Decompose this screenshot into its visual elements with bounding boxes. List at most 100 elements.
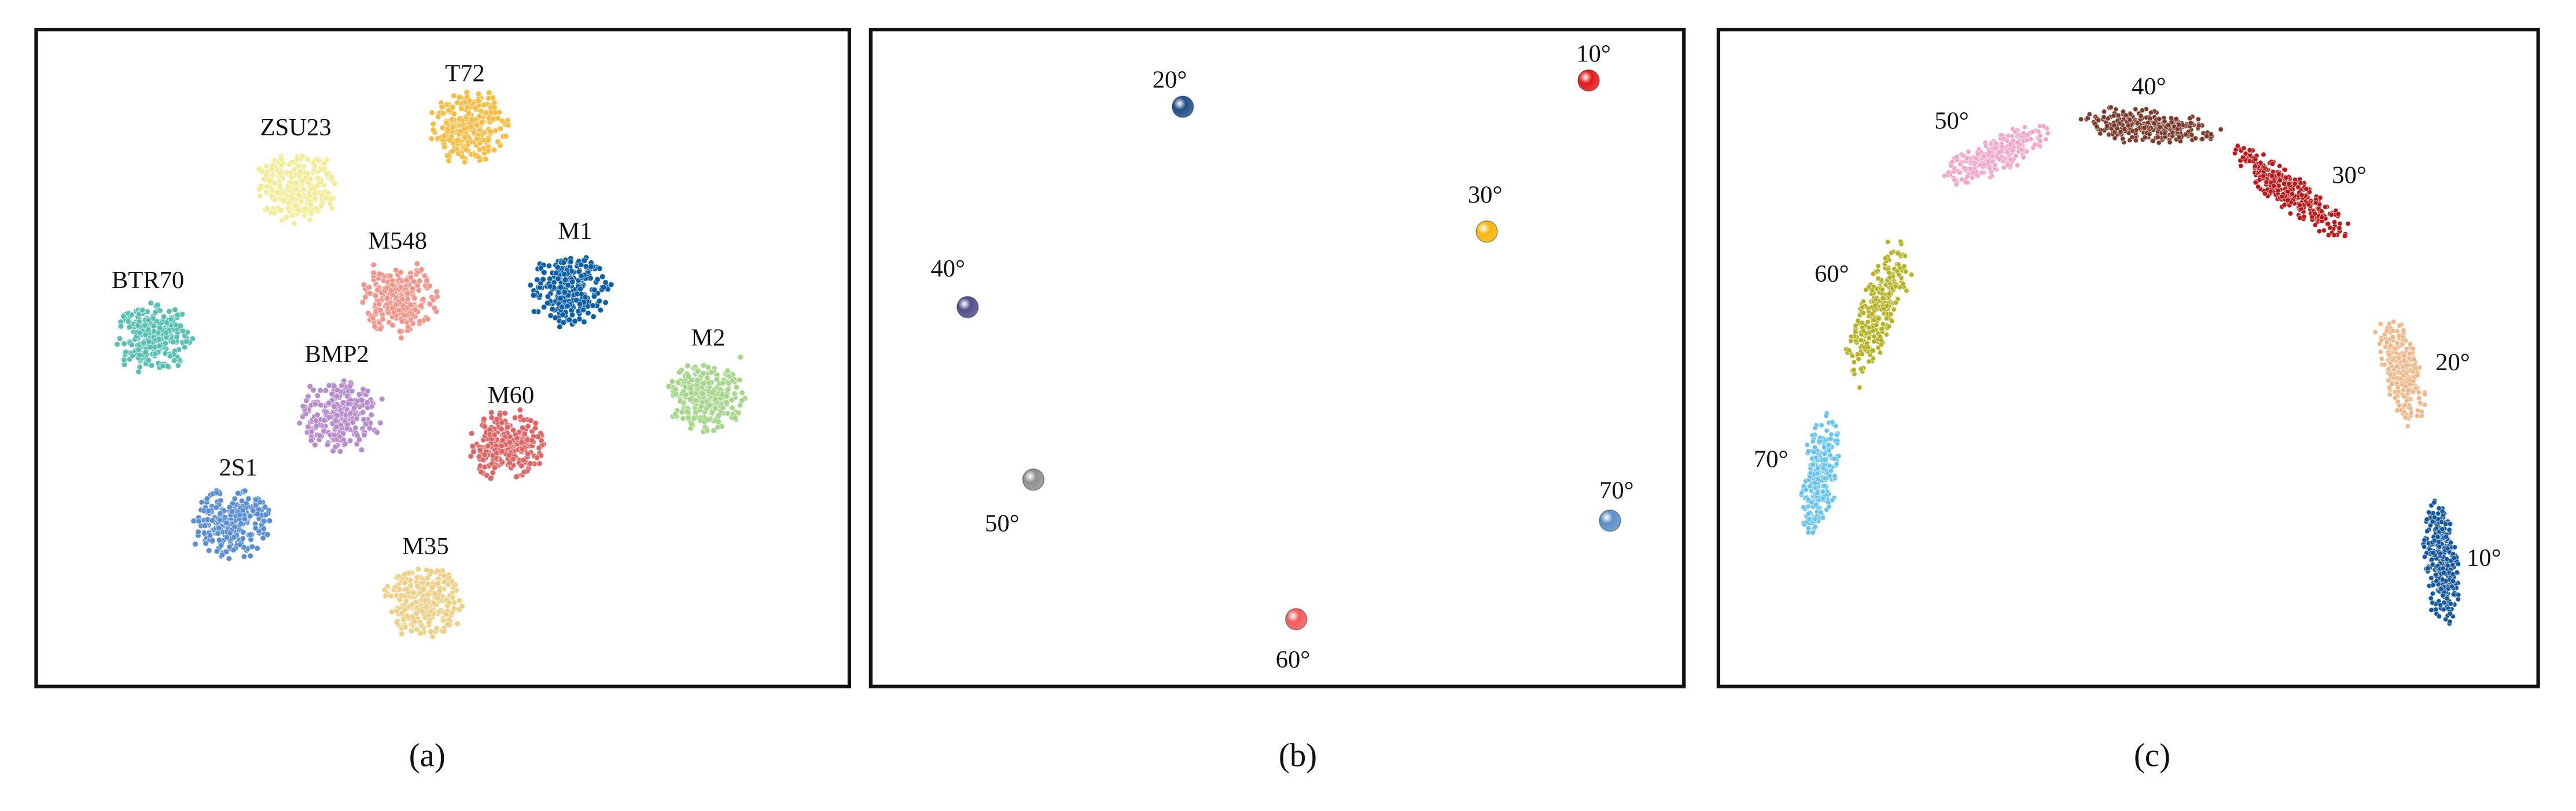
point bbox=[2439, 526, 2445, 532]
point bbox=[393, 607, 400, 614]
point bbox=[2196, 123, 2202, 129]
point bbox=[457, 128, 463, 135]
point bbox=[398, 631, 405, 637]
point bbox=[388, 592, 394, 599]
point bbox=[2013, 153, 2019, 159]
point bbox=[1828, 468, 1834, 474]
point bbox=[2208, 131, 2214, 137]
point bbox=[1804, 442, 1810, 448]
point bbox=[473, 122, 480, 129]
point bbox=[2345, 220, 2351, 227]
point bbox=[541, 269, 547, 276]
point bbox=[323, 195, 330, 202]
point bbox=[594, 276, 601, 283]
point bbox=[581, 319, 587, 325]
point bbox=[608, 281, 614, 288]
point bbox=[2022, 124, 2028, 130]
point bbox=[1829, 419, 1835, 425]
point bbox=[331, 432, 338, 438]
point bbox=[423, 567, 430, 573]
point bbox=[1831, 473, 1838, 479]
point bbox=[2449, 584, 2455, 589]
point bbox=[1897, 238, 1904, 245]
point bbox=[687, 385, 694, 392]
point bbox=[396, 328, 403, 335]
point bbox=[675, 379, 682, 386]
point bbox=[156, 325, 163, 331]
point bbox=[2440, 565, 2446, 572]
point bbox=[2240, 154, 2246, 161]
point bbox=[2252, 156, 2258, 163]
point bbox=[404, 296, 411, 303]
point bbox=[685, 373, 692, 380]
point bbox=[313, 423, 320, 429]
point bbox=[2430, 550, 2436, 556]
point bbox=[1967, 166, 1974, 172]
point bbox=[469, 116, 475, 123]
point bbox=[1985, 158, 1991, 164]
point bbox=[521, 430, 528, 437]
point bbox=[308, 428, 315, 435]
point bbox=[446, 599, 452, 606]
point bbox=[190, 518, 197, 524]
point bbox=[2390, 327, 2395, 334]
point bbox=[249, 543, 256, 550]
point bbox=[412, 307, 418, 313]
point bbox=[672, 411, 679, 418]
point bbox=[1813, 455, 1819, 461]
point bbox=[268, 193, 275, 199]
point bbox=[2441, 570, 2447, 576]
point bbox=[1893, 283, 1898, 289]
point bbox=[464, 104, 470, 110]
point bbox=[317, 387, 324, 394]
point bbox=[2156, 139, 2162, 146]
cluster-label: M548 bbox=[368, 227, 427, 255]
point bbox=[2021, 154, 2026, 161]
point bbox=[264, 531, 271, 538]
point bbox=[1858, 366, 1864, 372]
point bbox=[414, 574, 421, 581]
point bbox=[234, 490, 241, 497]
point bbox=[511, 414, 518, 421]
point bbox=[278, 207, 285, 213]
point bbox=[2404, 370, 2410, 376]
point bbox=[181, 344, 188, 351]
point bbox=[2199, 136, 2205, 142]
point bbox=[505, 121, 511, 128]
point bbox=[135, 346, 142, 353]
point bbox=[2387, 371, 2393, 378]
point bbox=[231, 524, 238, 530]
point bbox=[2279, 194, 2285, 200]
point bbox=[704, 416, 711, 423]
point bbox=[462, 134, 468, 141]
point bbox=[715, 423, 721, 430]
point bbox=[540, 276, 547, 283]
point bbox=[2139, 107, 2146, 113]
point bbox=[2437, 551, 2443, 556]
point bbox=[712, 405, 719, 412]
point bbox=[490, 469, 496, 476]
point bbox=[1900, 281, 1906, 287]
point bbox=[402, 580, 409, 587]
point bbox=[314, 392, 321, 399]
point bbox=[446, 157, 452, 164]
point bbox=[2101, 114, 2107, 120]
point bbox=[2169, 130, 2176, 135]
point bbox=[145, 357, 152, 364]
point bbox=[315, 157, 322, 164]
point bbox=[368, 411, 375, 418]
point bbox=[472, 105, 479, 112]
point bbox=[1861, 328, 1867, 334]
point bbox=[2120, 109, 2126, 115]
point bbox=[116, 336, 123, 342]
point bbox=[546, 263, 553, 270]
point bbox=[1821, 475, 1828, 481]
point bbox=[1815, 476, 1821, 482]
point bbox=[160, 363, 166, 370]
point bbox=[2162, 130, 2167, 137]
point bbox=[418, 266, 425, 273]
point bbox=[334, 412, 341, 419]
point bbox=[2157, 124, 2163, 130]
point bbox=[371, 323, 378, 330]
point bbox=[2188, 132, 2195, 138]
